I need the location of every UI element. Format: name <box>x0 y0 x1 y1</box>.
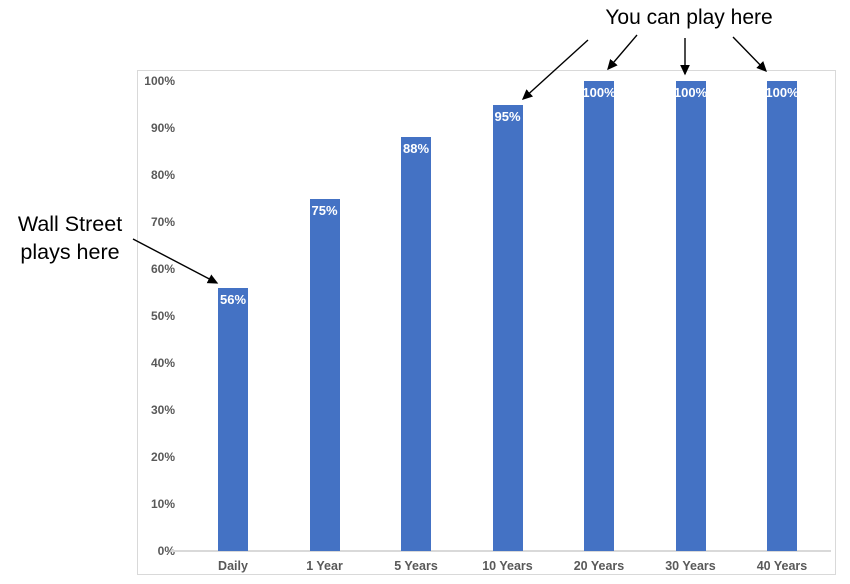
annotation-arrow <box>732 36 767 73</box>
annotation-wall-street-plays-here: Wall Street plays here <box>5 210 135 266</box>
x-axis-category-label: 1 Year <box>306 559 343 573</box>
y-axis-tick-label: 50% <box>150 309 175 323</box>
y-axis-tick-label: 100% <box>144 74 175 88</box>
bar-value-label: 56% <box>219 291 247 307</box>
y-axis-tick-label: 80% <box>150 168 175 182</box>
bar-value-label: 100% <box>765 85 799 100</box>
y-axis-tick-label: 20% <box>150 450 175 464</box>
x-axis-line <box>171 550 831 552</box>
bar-value-label: 88% <box>402 141 430 157</box>
plot-area: 0% 10% 20% 30% 40% 50% 60% 70% 80% 90% 100% 56% Dail… <box>137 70 836 575</box>
bar-value-label: 95% <box>494 108 521 124</box>
bar-40-years: 100% <box>765 81 799 551</box>
x-axis-category-label: 10 Years <box>482 559 533 573</box>
bar-value-label: 100% <box>582 85 616 100</box>
annotation-you-can-play-here: You can play here <box>605 6 773 29</box>
x-axis-category-label: 30 Years <box>665 559 716 573</box>
y-axis-tick-label: 10% <box>150 497 175 511</box>
annotation-wall-street-line2: plays here <box>20 240 120 264</box>
y-axis-tick-label: 90% <box>150 121 175 135</box>
y-axis-tick-label: 70% <box>150 215 175 229</box>
bar-value-label: 100% <box>673 85 708 100</box>
bar-20-years: 100% <box>582 81 616 551</box>
annotation-arrow <box>607 34 638 71</box>
bar-daily: 56% <box>218 287 248 551</box>
annotation-wall-street-line1: Wall Street <box>17 212 123 236</box>
y-axis-tick-label: 40% <box>150 356 175 370</box>
y-axis-tick-label: 30% <box>150 403 175 417</box>
x-axis-category-label: 20 Years <box>573 559 625 573</box>
y-axis-tick-label: 0% <box>157 544 175 558</box>
bar-30-years: 100% <box>673 81 708 551</box>
y-axis-tick-label: 60% <box>150 262 175 276</box>
bar-5-years: 88% <box>401 137 431 551</box>
x-axis-category-label: Daily <box>218 559 248 573</box>
bar-1-year: 75% <box>309 198 340 551</box>
bar-10-years: 95% <box>492 104 523 551</box>
bar-value-label: 75% <box>311 202 338 218</box>
x-axis-category-label: 40 Years <box>756 559 808 573</box>
x-axis-category-label: 5 Years <box>394 559 438 573</box>
